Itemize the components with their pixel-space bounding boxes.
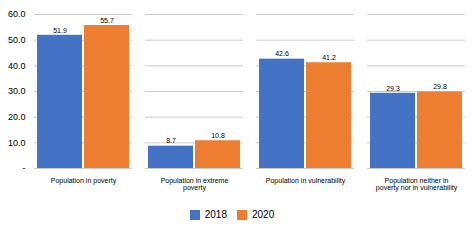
svg-text:29.3: 29.3 [386,85,400,92]
html-text:2018: 2018 [204,209,227,220]
svg-text:30.0: 30.0 [8,86,26,96]
svg-text:8.7: 8.7 [166,137,176,144]
svg-text:10.8: 10.8 [211,132,225,139]
html-text:2020: 2020 [252,209,275,220]
svg-text:42.6: 42.6 [275,50,289,57]
svg-text:29.8: 29.8 [433,83,447,90]
svg-text:Population neither inpoverty n: Population neither inpoverty nor in vuln… [376,177,458,192]
svg-text:Population in extremepoverty: Population in extremepoverty [161,177,229,192]
svg-text:-: - [23,163,26,173]
svg-text:50.0: 50.0 [8,35,26,45]
svg-text:20.0: 20.0 [8,112,26,122]
svg-text:51.9: 51.9 [53,27,67,34]
svg-text:40.0: 40.0 [8,61,26,71]
svg-text:55.7: 55.7 [100,17,114,24]
svg-text:Population in poverty: Population in poverty [51,177,117,185]
svg-text:Population in vulnerability: Population in vulnerability [266,177,346,185]
svg-text:41.2: 41.2 [322,54,336,61]
svg-text:10.0: 10.0 [8,138,26,148]
svg-text:60.0: 60.0 [8,9,26,19]
